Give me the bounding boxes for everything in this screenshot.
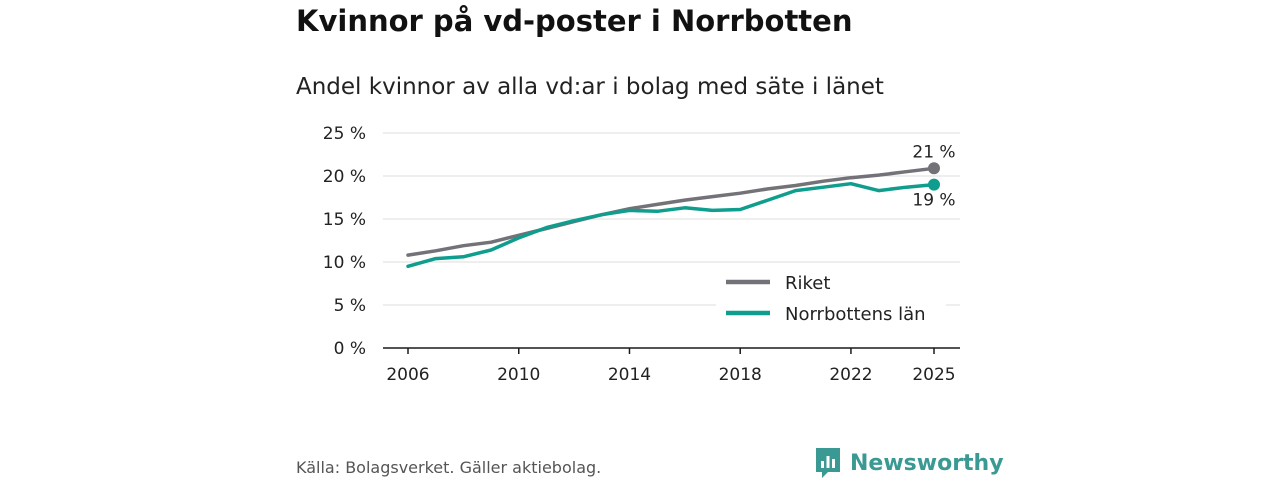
x-tick-label: 2006 [386,365,429,385]
y-tick-label: 20 % [323,167,366,187]
x-tick-label: 2018 [719,365,762,385]
y-tick-label: 10 % [323,253,366,273]
chart-subtitle: Andel kvinnor av alla vd:ar i bolag med … [296,74,884,100]
newsworthy-logo-icon [816,448,840,478]
legend: Riket Norrbottens län [716,266,946,332]
y-tick-label: 5 % [334,296,366,316]
y-tick-label: 0 % [334,339,366,359]
y-axis-ticks: 0 % 5 % 10 % 15 % 20 % 25 % [323,124,366,359]
brand-name: Newsworthy [850,450,1004,476]
y-tick-label: 15 % [323,210,366,230]
source-note: Källa: Bolagsverket. Gäller aktiebolag. [296,458,602,477]
x-tick-label: 2025 [912,365,955,385]
series-line-norrbotten [406,181,936,269]
y-tick-label: 25 % [323,124,366,144]
x-tick-label: 2022 [829,365,872,385]
legend-background [716,266,946,332]
series-end-label: 21 % [912,142,955,162]
legend-label: Norrbottens län [785,304,926,325]
series-lines: 21 % 19 % [406,142,956,269]
series-end-point [928,162,940,175]
legend-label: Riket [785,273,830,294]
series-line-riket [406,166,936,257]
series-end-point [928,178,940,191]
brand-logo: Newsworthy [814,446,1004,480]
x-tick-label: 2010 [497,365,540,385]
chart-title: Kvinnor på vd-poster i Norrbotten [296,4,853,38]
x-axis-ticks: 2006 2010 2014 2018 2022 2025 [383,347,960,385]
series-end-label: 19 % [912,191,955,211]
x-tick-label: 2014 [608,365,651,385]
